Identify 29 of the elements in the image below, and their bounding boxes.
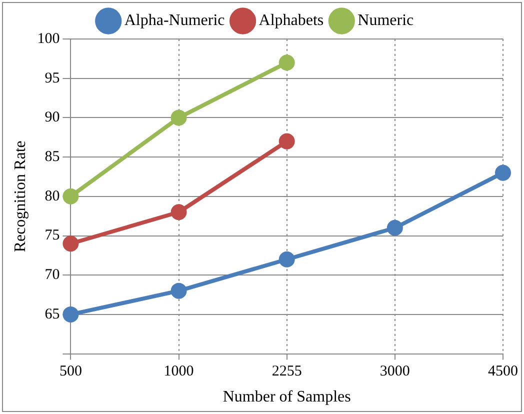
point bbox=[278, 54, 295, 71]
y-tick-label: 90 bbox=[44, 110, 60, 126]
point bbox=[278, 251, 295, 268]
point bbox=[170, 282, 187, 299]
x-tick-label: 3000 bbox=[380, 364, 410, 380]
x-axis-title: Number of Samples bbox=[222, 388, 351, 406]
x-tick-label: 500 bbox=[59, 364, 82, 380]
y-tick-label: 70 bbox=[44, 267, 60, 284]
legend-label: Alphabets bbox=[258, 12, 324, 30]
y-tick-label: 80 bbox=[44, 188, 60, 204]
y-tick-label: 85 bbox=[44, 148, 60, 165]
point bbox=[170, 110, 187, 126]
point bbox=[62, 188, 79, 204]
y-tick-label: 75 bbox=[44, 228, 60, 244]
legend-label: Numeric bbox=[358, 12, 414, 30]
point bbox=[495, 164, 511, 181]
x-tick-label: 2255 bbox=[272, 364, 302, 380]
y-axis-title: Recognition Rate bbox=[12, 140, 29, 252]
y-tick-label: 95 bbox=[44, 70, 60, 86]
point bbox=[62, 306, 79, 322]
point bbox=[278, 133, 295, 150]
legend-label: Alpha-Numeric bbox=[124, 12, 225, 30]
x-tick-label: 1000 bbox=[164, 364, 194, 380]
point bbox=[62, 236, 79, 252]
y-tick-label: 65 bbox=[44, 306, 60, 322]
point bbox=[170, 204, 187, 220]
y-tick-label: 100 bbox=[37, 30, 60, 47]
x-tick-label: 4500 bbox=[488, 364, 518, 380]
point bbox=[386, 220, 403, 236]
